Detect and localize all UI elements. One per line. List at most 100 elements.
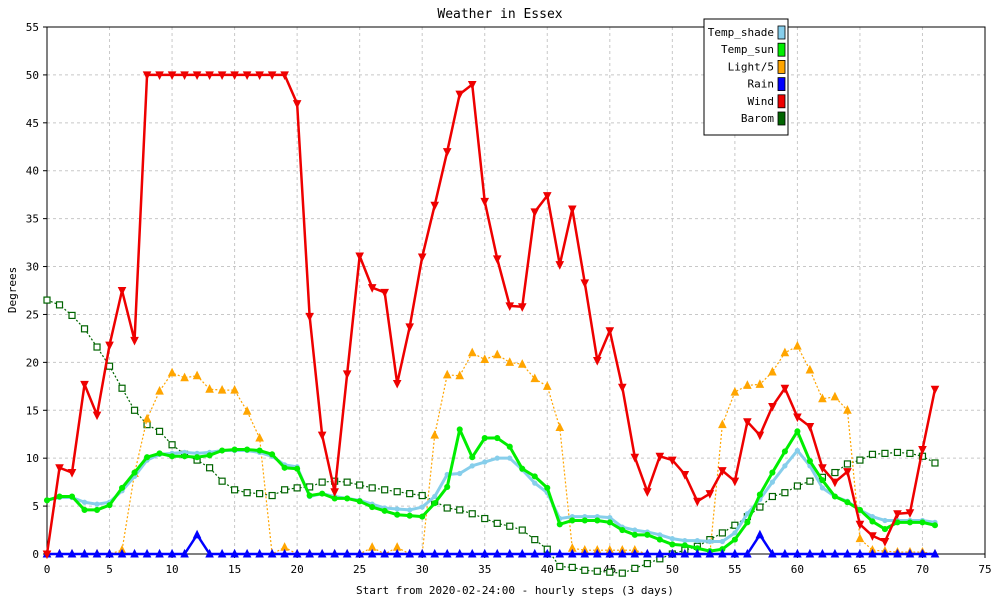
data-point	[505, 357, 515, 366]
data-point	[592, 548, 602, 558]
legend-item: Light/5	[728, 60, 786, 74]
data-point	[556, 521, 563, 528]
legend-swatch	[777, 42, 786, 57]
data-point	[280, 548, 289, 558]
data-point	[830, 391, 840, 401]
data-point	[682, 537, 688, 544]
data-point	[255, 432, 264, 442]
y-tick-label: 0	[32, 548, 39, 561]
data-point	[668, 456, 677, 466]
data-point	[805, 423, 815, 432]
data-point	[456, 506, 464, 514]
data-point	[492, 255, 502, 264]
data-point	[606, 568, 614, 576]
data-point	[719, 538, 725, 545]
data-point	[905, 509, 915, 518]
data-point	[755, 431, 765, 441]
y-tick-label: 35	[26, 213, 39, 226]
legend-item: Rain	[748, 77, 786, 91]
data-point	[343, 478, 351, 486]
data-point	[468, 510, 476, 518]
data-point	[455, 90, 465, 100]
data-point	[731, 536, 738, 543]
data-point	[431, 500, 438, 507]
x-tick-label: 20	[291, 563, 304, 576]
data-point	[430, 430, 440, 439]
data-point	[192, 71, 202, 81]
data-point	[93, 343, 101, 351]
data-point	[442, 369, 452, 379]
legend-item: Barom	[741, 111, 786, 126]
data-point	[256, 447, 263, 454]
data-point	[242, 548, 252, 558]
data-point	[619, 526, 626, 534]
data-point	[456, 426, 463, 433]
data-point	[843, 468, 852, 477]
data-point	[381, 507, 388, 514]
legend-label: Light/5	[728, 60, 774, 73]
data-point	[481, 514, 489, 523]
y-tick-label: 55	[26, 21, 39, 34]
series-layer	[42, 71, 940, 577]
data-point	[344, 495, 351, 502]
data-point	[480, 548, 490, 558]
data-point	[881, 449, 889, 457]
y-tick-label: 40	[26, 165, 39, 178]
data-point	[743, 418, 752, 427]
data-point	[217, 548, 227, 558]
data-point	[455, 370, 465, 380]
data-point	[494, 455, 500, 461]
data-point	[80, 325, 89, 333]
data-point	[467, 80, 477, 90]
data-point	[855, 533, 865, 543]
data-point	[419, 513, 426, 520]
y-tick-label: 5	[32, 500, 39, 513]
data-point	[542, 192, 552, 201]
data-point	[205, 384, 214, 393]
data-point	[330, 488, 339, 497]
data-point	[280, 71, 289, 81]
data-point	[768, 402, 777, 412]
data-point	[755, 379, 765, 388]
data-point	[405, 548, 415, 558]
data-point	[205, 71, 214, 81]
data-point	[617, 383, 627, 393]
data-point	[67, 469, 77, 478]
data-point	[155, 71, 164, 81]
data-point	[843, 548, 852, 558]
y-tick-label: 50	[26, 69, 39, 82]
data-point	[355, 548, 364, 558]
data-point	[655, 548, 665, 558]
series-barom	[43, 296, 939, 577]
x-axis-label: Start from 2020-02-24:00 - hourly steps …	[356, 584, 674, 597]
data-point	[117, 287, 127, 296]
y-tick-label: 45	[26, 117, 39, 130]
data-point	[530, 208, 540, 218]
data-point	[81, 506, 88, 513]
data-point	[205, 464, 214, 472]
legend-label: Wind	[748, 95, 775, 108]
legend: Temp_shade Temp_sun Light/5 Rain Wind Barom	[703, 18, 789, 136]
data-point	[118, 484, 126, 491]
data-point	[531, 536, 539, 544]
data-point	[130, 406, 139, 414]
data-point	[430, 201, 440, 211]
data-point	[105, 548, 114, 558]
chart-title: Weather in Essex	[437, 7, 562, 22]
data-point	[793, 548, 802, 558]
data-point	[730, 548, 740, 558]
data-point	[617, 548, 627, 558]
data-point	[144, 454, 151, 461]
data-point	[267, 548, 277, 558]
data-point	[80, 548, 89, 558]
data-point	[167, 548, 177, 558]
data-point	[394, 511, 401, 518]
data-point	[580, 279, 590, 288]
data-point	[743, 548, 752, 558]
data-point	[467, 347, 477, 357]
data-point	[781, 448, 788, 455]
series-rain	[42, 529, 940, 558]
data-point	[519, 465, 526, 472]
data-point	[681, 542, 688, 549]
data-point	[780, 548, 790, 558]
